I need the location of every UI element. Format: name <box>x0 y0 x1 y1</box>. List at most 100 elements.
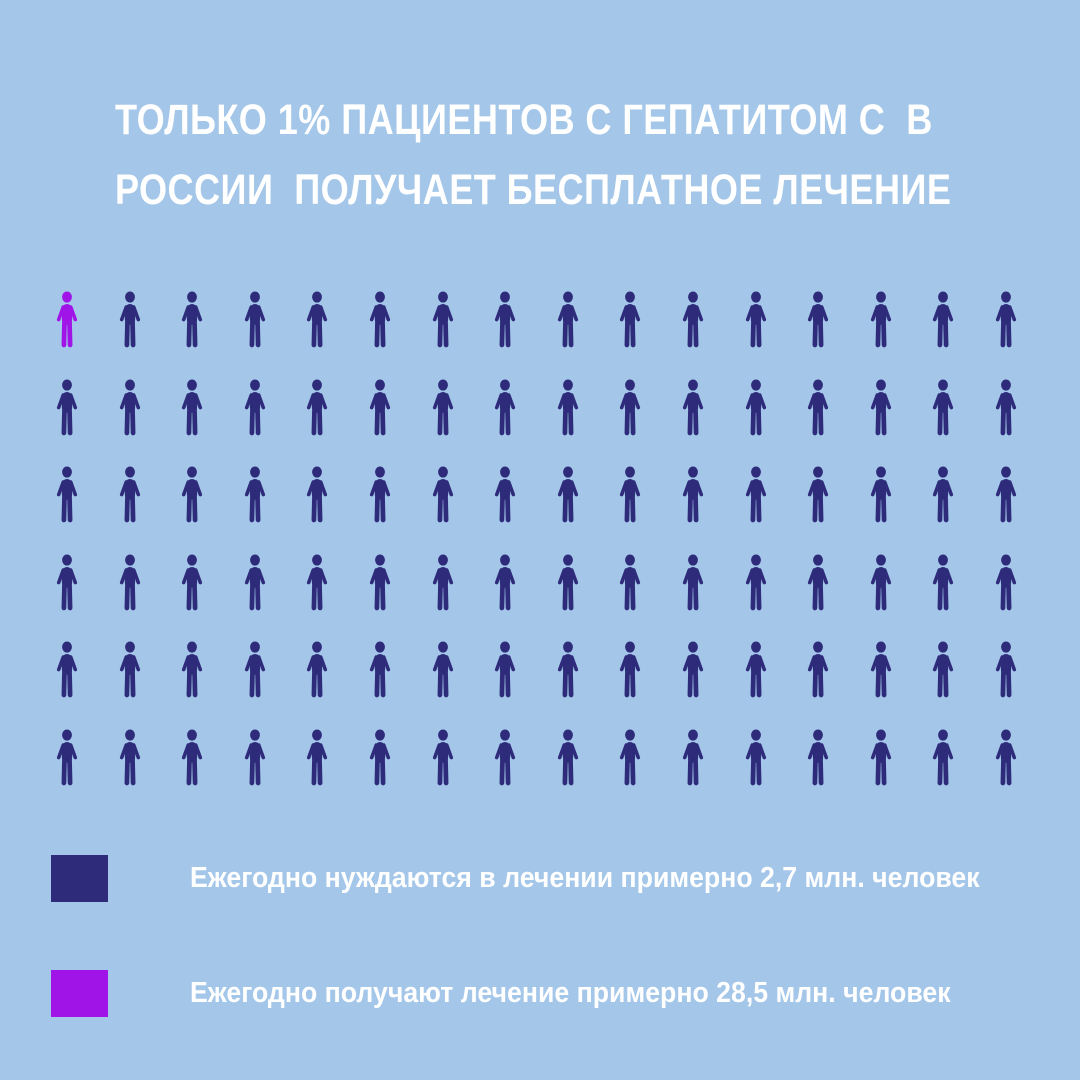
person-icon <box>682 291 704 348</box>
legend-label-receiving-treatment: Ежегодно получают лечение примерно 28,5 … <box>190 977 951 1009</box>
person-icon <box>620 554 641 610</box>
person-icon <box>182 466 203 523</box>
pictogram-row <box>53 641 1020 699</box>
person-icon <box>56 554 78 610</box>
person-icon <box>808 554 829 610</box>
person-icon <box>995 379 1016 435</box>
person-icon <box>244 641 265 698</box>
person-icon <box>933 466 954 523</box>
person-icon <box>870 554 891 610</box>
person-icon <box>745 379 766 435</box>
person-icon <box>56 379 78 435</box>
page-title: ТОЛЬКО 1% ПАЦИЕНТОВ С ГЕПАТИТОМ С В РОСС… <box>115 85 1015 225</box>
person-icon <box>870 466 891 523</box>
person-icon <box>557 466 578 523</box>
person-icon <box>432 554 453 610</box>
pictogram-grid <box>53 291 1020 786</box>
title-line-1: ТОЛЬКО 1% ПАЦИЕНТОВ С ГЕПАТИТОМ С В <box>115 96 933 144</box>
person-icon <box>119 729 140 785</box>
person-icon <box>119 466 140 523</box>
person-icon <box>495 729 516 785</box>
person-icon <box>307 291 328 348</box>
person-icon <box>620 291 641 348</box>
person-icon <box>495 466 516 523</box>
person-icon <box>557 641 578 698</box>
person-icon <box>620 641 641 698</box>
person-icon <box>307 554 328 610</box>
person-icon <box>933 554 954 610</box>
person-icon <box>557 379 578 435</box>
person-icon <box>182 379 203 435</box>
person-icon <box>870 729 891 785</box>
person-icon <box>995 641 1016 698</box>
person-icon <box>307 729 328 785</box>
person-icon <box>369 466 391 523</box>
person-icon <box>182 554 203 610</box>
legend-label-needing-treatment: Ежегодно нуждаются в лечении примерно 2,… <box>190 862 980 894</box>
person-icon <box>995 729 1016 785</box>
pictogram-row <box>53 466 1020 524</box>
pictogram-row <box>53 379 1020 437</box>
person-icon <box>244 291 265 348</box>
person-icon <box>495 291 516 348</box>
person-icon <box>745 641 766 698</box>
person-icon <box>119 641 140 698</box>
person-icon <box>432 729 453 785</box>
person-icon <box>933 379 954 435</box>
person-icon <box>808 379 829 435</box>
person-icon <box>119 554 140 610</box>
person-icon <box>808 729 829 785</box>
person-icon <box>495 554 516 610</box>
person-icon <box>933 641 954 698</box>
person-icon <box>369 291 391 348</box>
person-icon <box>745 466 766 523</box>
person-icon <box>369 554 391 610</box>
person-icon <box>870 291 891 348</box>
person-icon <box>307 641 328 698</box>
person-icon <box>495 641 516 698</box>
person-icon <box>119 379 140 435</box>
legend: Ежегодно нуждаются в лечении примерно 2,… <box>51 855 1048 1017</box>
person-icon <box>56 641 78 698</box>
person-icon <box>745 291 766 348</box>
person-icon <box>244 466 265 523</box>
person-icon <box>119 291 140 348</box>
person-icon <box>432 641 453 698</box>
legend-item-needing-treatment: Ежегодно нуждаются в лечении примерно 2,… <box>51 855 1048 902</box>
person-icon <box>933 729 954 785</box>
person-icon <box>369 729 391 785</box>
person-icon <box>745 729 766 785</box>
legend-swatch-receiving-treatment <box>51 970 108 1017</box>
person-icon <box>369 641 391 698</box>
person-icon <box>557 729 578 785</box>
person-icon <box>432 379 453 435</box>
person-icon <box>244 554 265 610</box>
person-icon <box>56 466 78 523</box>
person-icon <box>995 466 1016 523</box>
person-icon <box>870 379 891 435</box>
pictogram-row <box>53 729 1020 787</box>
legend-item-receiving-treatment: Ежегодно получают лечение примерно 28,5 … <box>51 970 1048 1017</box>
person-icon <box>307 466 328 523</box>
person-icon <box>620 466 641 523</box>
person-icon <box>995 291 1016 348</box>
person-icon <box>432 466 453 523</box>
person-icon <box>56 729 78 785</box>
person-icon <box>182 291 203 348</box>
person-icon <box>808 291 829 348</box>
person-icon <box>369 379 391 435</box>
person-icon <box>808 466 829 523</box>
person-icon <box>620 379 641 435</box>
person-icon <box>557 554 578 610</box>
legend-swatch-needing-treatment <box>51 855 108 902</box>
person-icon <box>682 641 704 698</box>
person-icon <box>933 291 954 348</box>
person-icon <box>495 379 516 435</box>
person-icon <box>682 554 704 610</box>
title-line-2: РОССИИ ПОЛУЧАЕТ БЕСПЛАТНОЕ ЛЕЧЕНИЕ <box>115 166 952 214</box>
person-icon <box>182 729 203 785</box>
person-icon <box>745 554 766 610</box>
pictogram-row <box>53 554 1020 612</box>
person-icon <box>432 291 453 348</box>
pictogram-row <box>53 291 1020 349</box>
